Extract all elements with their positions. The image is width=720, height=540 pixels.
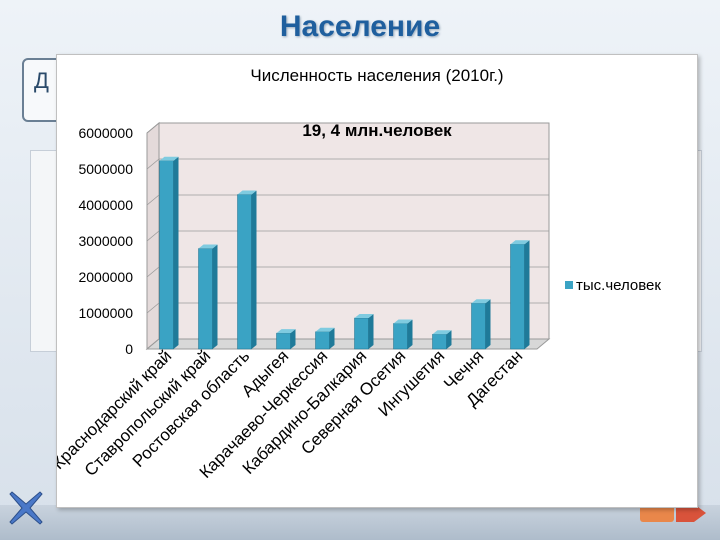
gridline-side: [146, 122, 160, 134]
bar-top: [276, 329, 296, 334]
slide-title: Население: [279, 10, 441, 43]
bar-side: [485, 299, 491, 349]
bar-top: [393, 319, 413, 324]
chart-frame: 0 1000000 2000000 3000000 4000000 5000000 6000…: [56, 54, 698, 508]
bar-top: [432, 330, 452, 335]
bar-top: [315, 327, 335, 332]
legend-swatch: [565, 281, 573, 289]
bar: [237, 194, 252, 350]
bar-top: [510, 240, 530, 245]
bar-top: [237, 190, 257, 195]
bar-side: [173, 156, 179, 349]
bar-top: [159, 156, 179, 161]
gridline-side: [146, 266, 160, 278]
bar-side: [524, 240, 530, 349]
bar: [510, 243, 525, 350]
gridline-side: [146, 302, 160, 314]
y-tick-label: 4000000: [78, 197, 133, 213]
bar-top: [471, 299, 491, 304]
bar-chart: 0 1000000 2000000 3000000 4000000 5000000 6000…: [57, 121, 661, 482]
bar-top: [354, 314, 374, 319]
chart-subtitle: 19, 4 млн.человек: [302, 121, 452, 140]
bar: [159, 160, 174, 350]
next-slide-arrow-icon[interactable]: [640, 500, 710, 526]
navigation-cross-icon[interactable]: [6, 488, 46, 528]
bar-side: [212, 244, 218, 349]
y-tick-label: 6000000: [78, 125, 133, 141]
gridline-side: [146, 338, 160, 350]
bar-side: [407, 319, 413, 349]
gridline-side: [146, 230, 160, 242]
bar-side: [251, 190, 257, 349]
bar-side: [368, 314, 374, 349]
gridline-side: [146, 158, 160, 170]
bar: [393, 323, 408, 350]
bar-top: [198, 244, 218, 249]
y-tick-label: 2000000: [78, 269, 133, 285]
bar: [354, 317, 369, 350]
bar: [198, 248, 213, 350]
y-tick-label: 0: [125, 341, 133, 357]
y-tick-label: 1000000: [78, 305, 133, 321]
bar-side: [446, 330, 452, 349]
chart-title: Численность населения (2010г.): [250, 66, 504, 85]
gridline-side: [146, 194, 160, 206]
y-tick-label: 5000000: [78, 161, 133, 177]
bottom-strip: [0, 505, 720, 540]
bar: [471, 303, 486, 350]
bar-side: [290, 329, 296, 349]
y-tick-label: 3000000: [78, 233, 133, 249]
legend-label: тыс.человек: [576, 277, 661, 294]
bar-side: [329, 327, 335, 349]
background-text-fragment: Д: [34, 68, 49, 93]
